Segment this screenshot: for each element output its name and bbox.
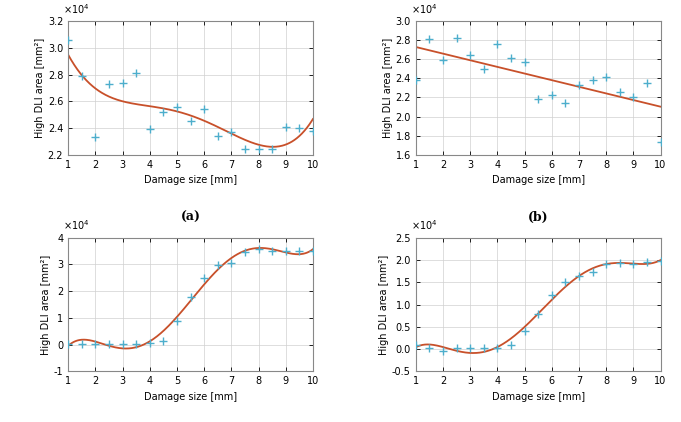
X-axis label: Damage size [mm]: Damage size [mm] bbox=[492, 392, 585, 402]
Point bbox=[281, 248, 291, 254]
Point bbox=[226, 129, 237, 135]
Point bbox=[642, 80, 652, 87]
Point bbox=[505, 55, 516, 62]
Point bbox=[281, 123, 291, 130]
Point bbox=[131, 70, 142, 77]
Point bbox=[560, 100, 571, 107]
Point bbox=[587, 269, 598, 276]
Point bbox=[601, 261, 612, 268]
Point bbox=[614, 260, 625, 266]
Point bbox=[478, 65, 489, 72]
Point bbox=[308, 127, 319, 134]
Point bbox=[212, 262, 223, 268]
Point bbox=[240, 249, 251, 256]
Point bbox=[294, 124, 305, 131]
Point bbox=[655, 139, 666, 146]
Text: (a): (a) bbox=[180, 211, 200, 224]
Point bbox=[144, 126, 155, 133]
Point bbox=[560, 279, 571, 286]
Point bbox=[492, 345, 503, 352]
Point bbox=[533, 311, 543, 318]
Point bbox=[144, 340, 155, 346]
Point bbox=[90, 340, 101, 347]
Point bbox=[172, 103, 183, 110]
Point bbox=[424, 36, 434, 43]
Point bbox=[172, 317, 183, 324]
Point bbox=[451, 35, 462, 42]
Point bbox=[519, 328, 530, 335]
Point bbox=[90, 134, 101, 141]
Point bbox=[267, 248, 278, 254]
X-axis label: Damage size [mm]: Damage size [mm] bbox=[144, 175, 237, 185]
Text: $\times10^4$: $\times10^4$ bbox=[63, 219, 90, 233]
Point bbox=[158, 337, 169, 344]
Point bbox=[601, 74, 612, 81]
Point bbox=[104, 341, 114, 347]
Point bbox=[410, 341, 421, 348]
Point bbox=[308, 248, 319, 254]
Point bbox=[478, 345, 489, 352]
Point bbox=[199, 106, 210, 113]
Point bbox=[185, 118, 196, 125]
Text: $\times10^4$: $\times10^4$ bbox=[411, 2, 437, 16]
Text: $\times10^4$: $\times10^4$ bbox=[411, 219, 437, 233]
Point bbox=[505, 341, 516, 348]
Point bbox=[614, 88, 625, 95]
Point bbox=[464, 345, 475, 352]
Point bbox=[185, 294, 196, 300]
Y-axis label: High DLI area [mm²]: High DLI area [mm²] bbox=[41, 254, 51, 354]
Point bbox=[240, 146, 251, 153]
Point bbox=[226, 259, 237, 266]
Point bbox=[533, 96, 543, 103]
Point bbox=[437, 57, 448, 64]
Point bbox=[104, 81, 114, 87]
Y-axis label: High DLI area [mm²]: High DLI area [mm²] bbox=[379, 254, 390, 354]
Point bbox=[546, 291, 557, 298]
Point bbox=[131, 340, 142, 347]
Y-axis label: High DLI area [mm²]: High DLI area [mm²] bbox=[383, 38, 393, 138]
Point bbox=[519, 59, 530, 65]
Point bbox=[76, 73, 87, 79]
Point bbox=[410, 77, 421, 84]
Point bbox=[424, 345, 434, 352]
Text: $\times10^4$: $\times10^4$ bbox=[63, 2, 90, 16]
Point bbox=[117, 79, 128, 86]
Point bbox=[76, 340, 87, 347]
Point bbox=[628, 93, 639, 100]
Point bbox=[628, 261, 639, 268]
Point bbox=[253, 246, 264, 253]
Point bbox=[199, 274, 210, 281]
Point bbox=[451, 344, 462, 351]
Y-axis label: High DLI area [mm²]: High DLI area [mm²] bbox=[35, 38, 45, 138]
Point bbox=[212, 133, 223, 139]
X-axis label: Damage size [mm]: Damage size [mm] bbox=[144, 392, 237, 402]
X-axis label: Damage size [mm]: Damage size [mm] bbox=[492, 175, 585, 185]
Point bbox=[267, 146, 278, 153]
Point bbox=[63, 341, 74, 347]
Text: (b): (b) bbox=[528, 211, 548, 224]
Point bbox=[573, 272, 584, 279]
Point bbox=[253, 146, 264, 153]
Point bbox=[587, 77, 598, 84]
Point bbox=[63, 36, 74, 43]
Point bbox=[437, 348, 448, 354]
Point bbox=[464, 51, 475, 58]
Point bbox=[655, 257, 666, 264]
Point bbox=[492, 41, 503, 47]
Point bbox=[546, 91, 557, 98]
Point bbox=[294, 248, 305, 254]
Point bbox=[573, 82, 584, 89]
Point bbox=[117, 340, 128, 347]
Point bbox=[158, 108, 169, 115]
Point bbox=[642, 258, 652, 265]
